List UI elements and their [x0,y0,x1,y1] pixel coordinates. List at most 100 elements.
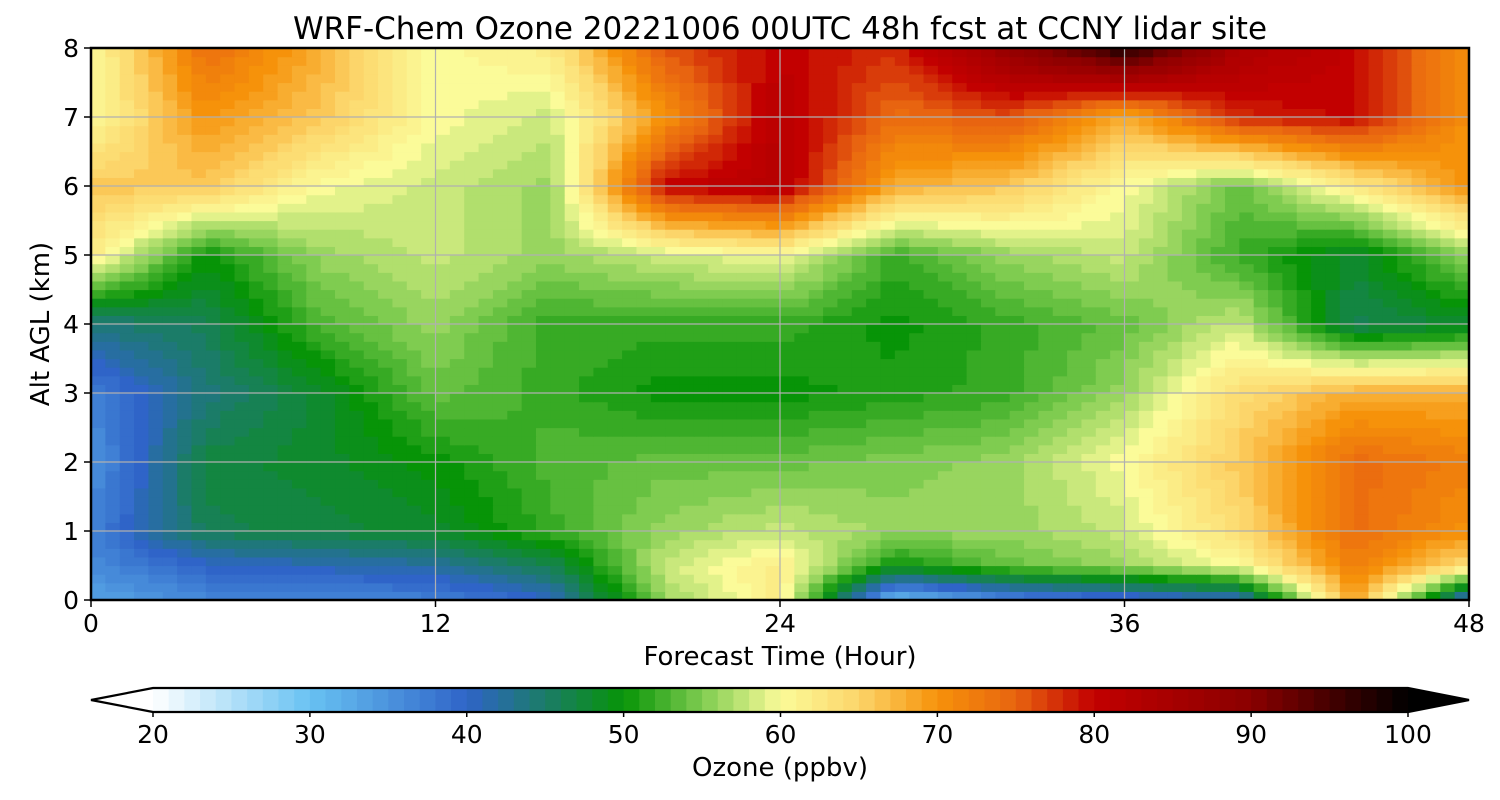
heat-cell [148,142,164,153]
heat-cell [234,324,250,334]
heat-cell [1224,151,1240,161]
heat-cell [220,272,236,282]
heat-cell [1167,582,1183,592]
heat-cell [880,513,896,523]
heat-cell [535,384,551,394]
heat-cell [837,324,853,334]
heat-cell [1067,194,1083,204]
heat-cell [909,505,925,515]
heat-cell [1282,306,1298,316]
heat-cell [1268,237,1283,247]
heat-cell [406,211,422,222]
heat-cell [291,186,307,196]
heat-cell [1368,186,1384,196]
heat-cell [1138,393,1154,403]
heat-cell [363,522,379,532]
heat-cell [1268,496,1283,506]
heat-cell [1038,436,1054,446]
heat-cell [1052,522,1068,532]
heat-cell [1095,556,1111,567]
heat-cell [1038,531,1054,541]
heat-cell [1296,229,1312,239]
heat-cell [679,418,695,429]
heat-cell [507,496,523,506]
heat-cell [1224,582,1240,592]
heat-cell [492,384,508,394]
heat-cell [1368,496,1384,506]
heat-cell [277,384,293,394]
heat-cell [234,556,250,567]
heat-cell [722,539,738,549]
heat-cell [1181,324,1197,334]
heat-cell [363,263,379,273]
heat-cell [119,358,135,368]
heat-cell [349,298,365,308]
heat-cell [177,556,193,567]
heat-cell [722,565,738,575]
heat-cell [291,194,307,204]
heat-cell [636,211,652,222]
heat-cell [1038,203,1054,213]
heat-cell [492,410,508,420]
heat-cell [177,505,193,515]
heat-cell [220,427,236,437]
heat-cell [148,306,164,316]
heat-cell [1339,462,1355,472]
heat-cell [722,324,738,334]
heat-cell [765,582,781,592]
heat-cell [1411,186,1427,196]
heat-cell [177,177,193,187]
heat-cell [880,418,896,429]
heat-cell [306,574,322,584]
heat-cell [248,591,264,600]
heat-cell [894,479,910,489]
heat-cell [650,487,666,498]
heat-cell [952,539,968,549]
heat-cell [1268,332,1283,342]
heat-cell [636,487,652,498]
heat-cell [1038,453,1054,463]
heat-cell [966,151,982,161]
heat-cell [363,496,379,506]
heat-cell [1368,436,1384,446]
heat-cell [148,280,164,291]
heat-cell [392,513,408,523]
heat-cell [808,565,824,575]
heat-cell [693,315,709,325]
heat-cell [1440,358,1456,368]
heat-cell [1368,160,1384,170]
heat-cell [923,565,939,575]
heat-cell [191,229,207,239]
heat-cell [693,531,709,541]
heat-cell [1110,306,1126,316]
heat-cell [263,444,279,454]
heat-cell [306,358,322,368]
heat-cell [320,427,336,437]
heat-cell [1081,393,1097,403]
heat-cell [1067,237,1083,247]
heat-cell [1196,358,1212,368]
heat-cell [1210,324,1226,334]
heat-cell [1325,203,1341,213]
heat-cell [1296,444,1312,454]
heat-cell [91,358,106,368]
heat-cell [1397,462,1413,472]
heat-cell [837,160,853,170]
heat-cell [937,349,953,360]
heat-cell [736,401,752,411]
heat-cell [392,203,408,213]
heat-cell [478,306,494,316]
heat-cell [449,341,465,351]
heat-cell [148,565,164,575]
heat-cell [492,375,508,385]
heat-cell [1397,289,1413,299]
heat-cell [1282,470,1298,480]
heat-cell [191,548,207,558]
heat-cell [1368,332,1384,342]
heat-cell [535,203,551,213]
heat-cell [622,367,638,377]
heat-cell [363,289,379,299]
heat-cell [1397,306,1413,316]
heat-cell [636,548,652,558]
heat-cell [1210,160,1226,170]
